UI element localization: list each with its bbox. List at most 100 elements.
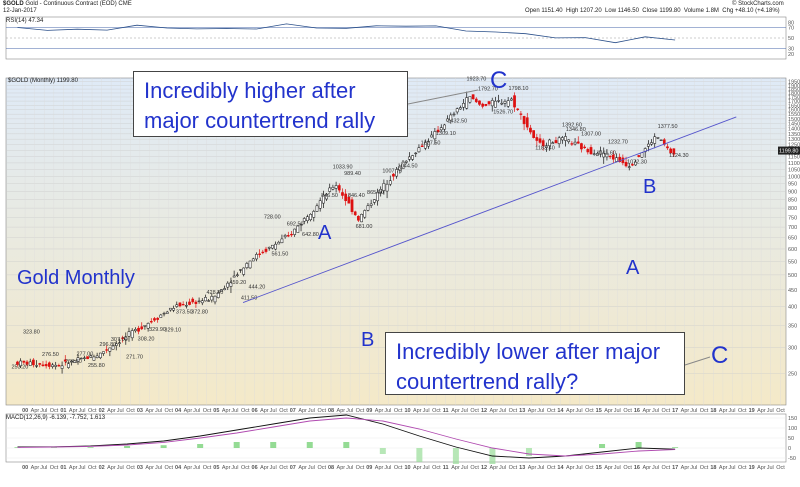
candle-body [341,192,344,196]
candle-body [481,103,485,107]
wave-label-b1: B [361,329,375,351]
macd-x-month-label: Oct [700,465,709,471]
y-tick-label: 1650 [788,103,800,109]
x-year-label: 01 [60,408,66,414]
macd-histogram-bar [672,447,679,448]
macd-x-month-label: Jul [384,465,391,471]
x-month-label: Jul [423,408,430,414]
candle-body [98,352,102,359]
candle-body [73,360,77,363]
candle-body [140,326,144,330]
macd-x-month-label: Apr [719,465,728,471]
price-label: 846.50 [321,193,338,199]
candle-body [417,147,421,153]
x-month-label: Jul [231,408,238,414]
x-month-label: Apr [145,408,154,414]
price-label: 846.40 [348,193,365,199]
candle-body [605,152,609,158]
x-month-label: Apr [604,408,613,414]
candle-body [643,148,647,153]
y-tick-label: 350 [788,324,797,330]
candle-body [153,318,156,321]
macd-x-month-label: Jul [78,465,85,471]
candle-body [538,138,542,143]
candle-body [372,199,376,203]
price-label: 1183.40 [535,146,554,152]
x-year-label: 03 [137,408,143,414]
rsi-tick-label: 30 [788,47,794,53]
price-label: 1033.90 [333,165,353,171]
rsi-line [17,23,676,44]
candle-body [175,304,179,307]
price-label: 276.50 [42,352,59,358]
candle-body [525,117,529,128]
x-month-label: Apr [69,408,78,414]
macd-x-month-label: Jul [423,465,430,471]
candle-body [395,169,398,177]
macd-x-month-label: Jul [270,465,277,471]
price-label: 692.50 [287,222,304,228]
y-tick-label: 1500 [788,117,800,123]
macd-x-year-label: 18 [710,465,716,471]
x-month-label: Oct [241,408,250,414]
x-month-label: Apr [566,408,575,414]
candle-body [54,364,58,367]
macd-x-month-label: Apr [260,465,269,471]
macd-x-month-label: Apr [107,465,116,471]
price-label: 411.50 [241,296,257,302]
macd-tick-label: 0 [788,446,791,452]
candle-body [423,141,427,149]
x-month-label: Apr [31,408,40,414]
candle-body [624,161,628,167]
candle-body [516,108,520,110]
price-tag-text: 1199.80 [779,149,798,155]
x-month-label: Apr [337,408,346,414]
macd-x-month-label: Jul [767,465,774,471]
x-month-label: Apr [260,408,269,414]
x-year-label: 19 [749,408,755,414]
macd-x-year-label: 06 [252,465,258,471]
price-tag [778,146,800,155]
macd-x-month-label: Apr [222,465,231,471]
price-label: 1798.10 [509,86,529,92]
macd-x-month-label: Apr [413,465,422,471]
candle-body [653,136,657,144]
candle-body [197,300,201,303]
x-month-label: Jul [614,408,621,414]
candle-body [232,275,236,278]
candle-body [255,254,258,260]
candle-body [130,330,134,339]
candle-body [500,102,504,105]
candle-body [121,337,124,339]
y-tick-label: 1850 [788,87,800,93]
candle-body [535,137,539,141]
price-label: 1141.60 [596,151,615,157]
macd-x-month-label: Apr [337,465,346,471]
y-tick-label: 1050 [788,168,800,174]
x-month-label: Apr [528,408,537,414]
price-label: 1526.70 [493,109,513,115]
candle-body [522,116,526,125]
macd-x-month-label: Oct [356,465,365,471]
candle-body [200,300,204,304]
macd-x-year-label: 13 [519,465,525,471]
macd-tick-label: 50 [788,436,794,442]
candle-body [293,228,297,235]
x-month-label: Jul [193,408,200,414]
y-tick-label: 250 [788,371,797,377]
candle-body [156,317,160,320]
candle-body [576,141,580,144]
macd-x-month-label: Oct [547,465,556,471]
macd-x-month-label: Oct [88,465,97,471]
candle-body [433,131,437,140]
y-tick-label: 600 [788,247,797,253]
arrow-bottom [684,356,711,366]
price-label: 308.20 [138,337,155,343]
chart-annotation-gold-monthly: Gold Monthly [17,267,135,289]
macd-x-month-label: Oct [776,465,785,471]
candle-body [111,345,115,350]
x-month-label: Apr [642,408,651,414]
y-tick-label: 1900 [788,83,800,89]
macd-x-month-label: Apr [528,465,537,471]
